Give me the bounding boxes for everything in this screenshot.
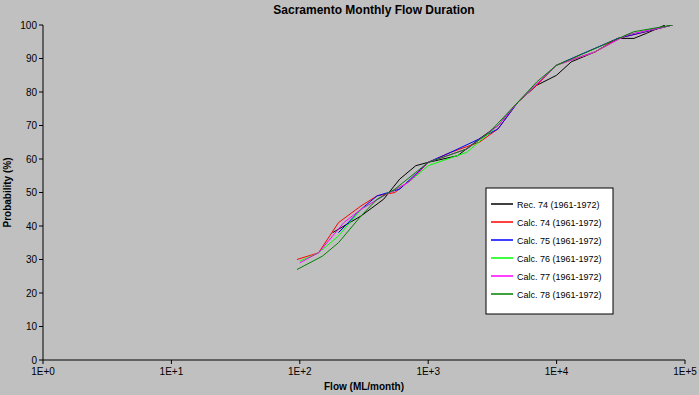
y-tick-label: 30 bbox=[26, 254, 38, 265]
x-tick-label: 1E+1 bbox=[160, 366, 184, 377]
y-tick bbox=[39, 326, 43, 327]
x-tick bbox=[428, 360, 429, 364]
y-tick-label: 50 bbox=[26, 187, 38, 198]
x-tick-label: 1E+4 bbox=[545, 366, 569, 377]
legend-label: Calc. 74 (1961-1972) bbox=[517, 218, 602, 228]
x-axis-label: Flow (ML/month) bbox=[324, 381, 404, 392]
legend: Rec. 74 (1961-1972) Calc. 74 (1961-1972) C… bbox=[486, 188, 613, 314]
y-tick bbox=[39, 293, 43, 294]
series-line bbox=[297, 25, 673, 270]
x-tick-label: 1E+5 bbox=[673, 366, 697, 377]
y-tick bbox=[39, 92, 43, 93]
y-tick bbox=[39, 58, 43, 59]
y-tick-label: 0 bbox=[31, 355, 37, 366]
series-line bbox=[297, 25, 673, 260]
y-tick bbox=[39, 25, 43, 26]
y-tick bbox=[39, 192, 43, 193]
plot-lines bbox=[297, 25, 673, 270]
y-tick-label: 100 bbox=[20, 20, 37, 31]
background bbox=[0, 0, 699, 395]
x-tick-label: 1E+0 bbox=[31, 366, 55, 377]
title: Sacramento Monthly Flow Duration bbox=[273, 3, 474, 17]
y-tick-label: 90 bbox=[26, 53, 38, 64]
legend-label: Rec. 74 (1961-1972) bbox=[517, 200, 600, 210]
y-tick bbox=[39, 159, 43, 160]
legend-swatch bbox=[491, 257, 513, 259]
y-axis-label: Probability (%) bbox=[2, 157, 13, 227]
y-tick bbox=[39, 226, 43, 227]
x-axis-line bbox=[43, 360, 685, 361]
x-tick bbox=[171, 360, 172, 364]
legend-swatch bbox=[491, 239, 513, 241]
y-tick bbox=[39, 259, 43, 260]
y-tick-label: 80 bbox=[26, 87, 38, 98]
y-tick bbox=[39, 125, 43, 126]
legend-swatch bbox=[491, 293, 513, 295]
x-tick-label: 1E+3 bbox=[416, 366, 440, 377]
legend-label: Calc. 78 (1961-1972) bbox=[517, 290, 602, 300]
x-tick bbox=[685, 360, 686, 364]
y-tick bbox=[39, 360, 43, 361]
y-tick-label: 70 bbox=[26, 120, 38, 131]
legend-swatch bbox=[491, 275, 513, 277]
legend-box bbox=[486, 188, 613, 314]
legend-label: Calc. 77 (1961-1972) bbox=[517, 272, 602, 282]
chart: Sacramento Monthly Flow Duration Flow (ML… bbox=[0, 0, 699, 395]
x-tick bbox=[556, 360, 557, 364]
y-tick-label: 10 bbox=[26, 321, 38, 332]
legend-label: Calc. 75 (1961-1972) bbox=[517, 236, 602, 246]
y-tick-label: 60 bbox=[26, 154, 38, 165]
x-tick-label: 1E+2 bbox=[288, 366, 312, 377]
legend-swatch bbox=[491, 221, 513, 223]
legend-swatch bbox=[491, 203, 513, 205]
legend-label: Calc. 76 (1961-1972) bbox=[517, 254, 602, 264]
y-tick-label: 20 bbox=[26, 288, 38, 299]
x-tick bbox=[299, 360, 300, 364]
x-tick bbox=[43, 360, 44, 364]
y-tick-label: 40 bbox=[26, 221, 38, 232]
